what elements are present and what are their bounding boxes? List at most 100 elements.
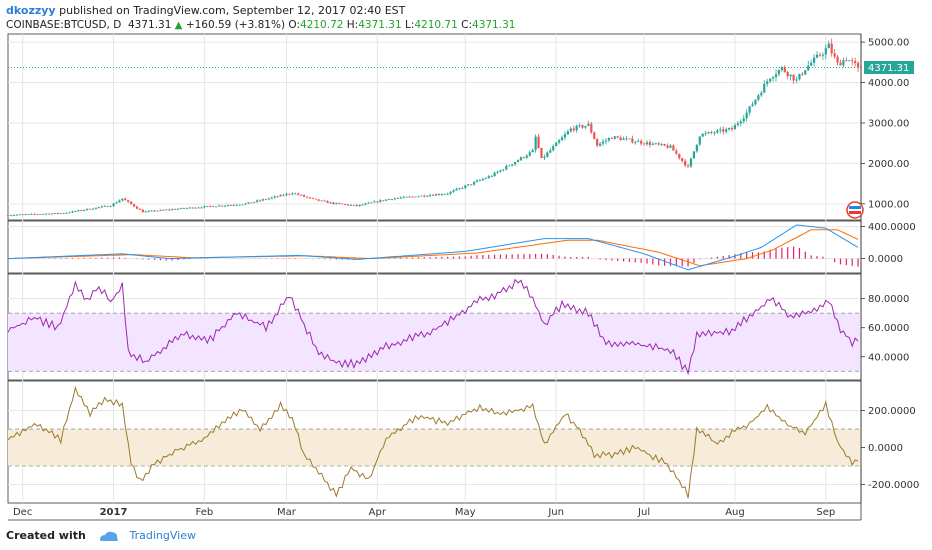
candle-body bbox=[774, 74, 778, 78]
candle-body bbox=[490, 176, 493, 177]
candle-body bbox=[543, 156, 546, 158]
candle-body bbox=[194, 207, 197, 209]
candle-body bbox=[144, 211, 147, 213]
last-price-badge: 4371.31 bbox=[864, 61, 914, 75]
candle-body bbox=[777, 70, 781, 75]
candle-body bbox=[455, 188, 458, 191]
candle-body bbox=[651, 143, 654, 145]
candle-body bbox=[733, 124, 737, 130]
candle-body bbox=[522, 157, 526, 158]
x-tick-label: Jun bbox=[547, 507, 564, 518]
x-tick-label: Mar bbox=[277, 507, 297, 518]
candle-body bbox=[42, 213, 45, 215]
candle-body bbox=[431, 195, 435, 196]
candle-body bbox=[159, 209, 162, 211]
candle-body bbox=[376, 201, 379, 203]
candle-body bbox=[499, 170, 502, 172]
candle-body bbox=[97, 207, 100, 209]
candle-body bbox=[757, 95, 760, 100]
y-tick-label: 2000.00 bbox=[868, 159, 909, 170]
candle-body bbox=[713, 132, 716, 134]
candle-body bbox=[449, 191, 452, 194]
low-label: L: bbox=[404, 19, 415, 31]
candle-body bbox=[613, 136, 616, 139]
created-with-label: Created with bbox=[6, 529, 86, 542]
tradingview-brand[interactable]: TradingView bbox=[129, 529, 196, 542]
candle-body bbox=[830, 43, 833, 54]
candle-body bbox=[156, 210, 159, 212]
candle-body bbox=[716, 130, 719, 133]
candle-body bbox=[525, 155, 528, 158]
last-price-label: 4371.31 bbox=[868, 63, 909, 74]
candle-body bbox=[821, 54, 824, 56]
candle-body bbox=[27, 214, 30, 215]
high-value: 4371.31 bbox=[358, 19, 402, 31]
candle-body bbox=[549, 150, 552, 153]
y-tick-label: 0.0000 bbox=[868, 443, 903, 454]
candle-body bbox=[575, 125, 578, 131]
candle-body bbox=[423, 195, 426, 197]
candle-body bbox=[235, 204, 238, 206]
candle-body bbox=[514, 162, 517, 165]
candle-body bbox=[387, 199, 391, 200]
candle-body bbox=[601, 141, 605, 144]
x-tick-label: May bbox=[455, 507, 476, 518]
candle-body bbox=[552, 146, 555, 151]
candle-body bbox=[173, 209, 177, 210]
candle-body bbox=[30, 213, 33, 215]
candle-body bbox=[537, 136, 540, 148]
candle-body bbox=[65, 212, 68, 214]
candle-body bbox=[261, 199, 265, 201]
candle-body bbox=[478, 180, 482, 181]
candle-body bbox=[168, 209, 171, 211]
candle-body bbox=[6, 215, 10, 216]
candle-body bbox=[332, 202, 335, 204]
candle-body bbox=[795, 79, 798, 81]
candle-body bbox=[53, 213, 57, 214]
candle-body bbox=[581, 125, 584, 128]
candle-body bbox=[481, 178, 484, 181]
candle-body bbox=[229, 205, 232, 206]
axes: Dec 2017 Feb Mar Apr May Jun Jul Aug Sep 1000.00 20… bbox=[8, 34, 919, 521]
candle-body bbox=[162, 209, 165, 211]
candle-body bbox=[730, 127, 734, 130]
x-tick-label: Jul bbox=[637, 507, 650, 518]
candle-body bbox=[484, 178, 487, 179]
candle-body bbox=[396, 198, 399, 199]
candle-body bbox=[704, 133, 707, 134]
candle-body bbox=[599, 143, 602, 146]
candle-body bbox=[792, 74, 795, 81]
candle-body bbox=[689, 158, 693, 167]
symbol-info: COINBASE:BTCUSD, D 4371.31 ▲ +160.59 (+3… bbox=[6, 19, 515, 31]
candle-body bbox=[763, 83, 766, 93]
candle-body bbox=[355, 204, 358, 206]
candle-body bbox=[80, 210, 83, 212]
candle-body bbox=[493, 172, 496, 177]
author-name[interactable]: dkozzyy bbox=[6, 4, 56, 17]
candle-body bbox=[698, 136, 701, 145]
candle-body bbox=[531, 150, 534, 153]
candle-body bbox=[824, 48, 827, 55]
candle-body bbox=[780, 67, 783, 71]
candle-body bbox=[470, 184, 473, 186]
candle-body bbox=[719, 129, 722, 131]
candle-body bbox=[282, 194, 285, 196]
published-text: published on TradingView.com, September … bbox=[59, 4, 406, 17]
candle-body bbox=[760, 92, 763, 96]
candle-body bbox=[845, 60, 848, 61]
candle-body bbox=[270, 197, 273, 199]
candle-body bbox=[789, 74, 792, 77]
candle-body bbox=[678, 153, 681, 159]
candle-body bbox=[663, 144, 666, 146]
candle-body bbox=[300, 194, 303, 196]
candle-body bbox=[414, 196, 417, 198]
candle-body bbox=[258, 200, 262, 202]
candle-body bbox=[247, 202, 250, 204]
candle-body bbox=[45, 213, 48, 215]
up-arrow-icon: ▲ bbox=[174, 20, 183, 31]
candle-body bbox=[619, 137, 622, 140]
candle-body bbox=[308, 197, 312, 199]
candle-body bbox=[241, 204, 244, 206]
rsi-band bbox=[8, 313, 861, 372]
